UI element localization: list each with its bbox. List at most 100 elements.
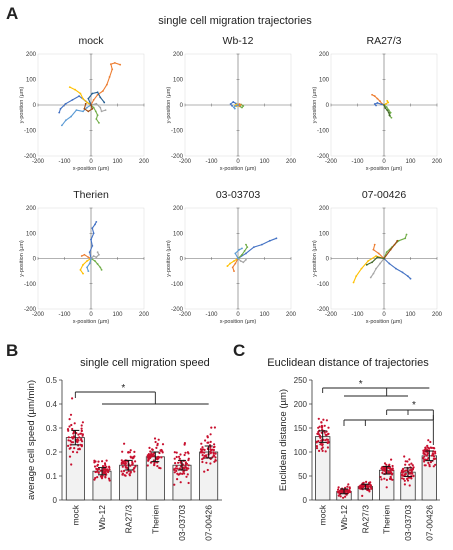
trajectory-point	[376, 256, 379, 259]
trajectory-point	[87, 110, 90, 113]
trajectory-track-4	[237, 244, 248, 259]
trajectory-point	[95, 220, 98, 223]
x-axis-label: x-position (µm)	[366, 319, 403, 325]
data-point	[432, 446, 435, 450]
data-point	[93, 465, 97, 468]
x-tick-label: 0	[236, 312, 240, 318]
trajectory-point	[82, 110, 84, 113]
data-point	[323, 424, 326, 427]
data-point	[183, 453, 186, 457]
data-point	[71, 427, 74, 431]
data-point	[426, 446, 430, 449]
trajectory-point	[395, 267, 397, 270]
x-tick-label: 100	[405, 159, 416, 165]
category-label-Therien: Therien	[382, 505, 392, 534]
x-tick-label: -100	[351, 159, 364, 165]
y-tick-label: 0	[180, 103, 184, 109]
data-point	[72, 432, 75, 435]
x-tick-label: 0	[382, 159, 386, 165]
trajectory-point	[92, 99, 95, 101]
trajectory-plot-2: Wb-12 -200-200 -100 -100 0 0 100 100 200 200 x-pos…	[166, 35, 297, 172]
x-tick-label: -100	[58, 159, 71, 165]
data-point	[178, 457, 181, 460]
data-point	[107, 477, 111, 480]
data-point	[325, 419, 328, 422]
x-tick-label: 0	[89, 159, 93, 165]
x-tick-label: 200	[286, 312, 297, 318]
y-tick-label: 100	[173, 231, 184, 237]
trajectory-point	[86, 101, 88, 104]
data-point	[201, 446, 204, 449]
data-point	[324, 450, 327, 453]
data-point	[161, 451, 164, 454]
trajectory-point	[233, 260, 235, 262]
x-tick-label: 200	[286, 159, 297, 165]
y-tick-label: -200	[317, 307, 330, 313]
data-point	[108, 465, 111, 468]
data-point	[96, 476, 99, 479]
plot-title: mock	[78, 35, 104, 47]
trajectory-point	[373, 103, 376, 105]
trajectory-point	[91, 244, 94, 247]
data-point	[385, 463, 388, 466]
data-point	[93, 461, 96, 464]
data-point	[96, 468, 100, 471]
data-point	[177, 455, 181, 458]
data-point	[67, 436, 70, 439]
data-point	[362, 481, 365, 484]
data-point	[159, 449, 162, 452]
trajectory-point	[379, 262, 381, 265]
data-point	[123, 474, 126, 477]
trajectory-point	[386, 109, 389, 111]
trajectory-point	[388, 262, 391, 265]
data-point	[131, 462, 134, 465]
trajectory-point	[253, 246, 255, 249]
x-tick-label: -100	[205, 312, 218, 318]
data-point	[174, 462, 177, 465]
data-point	[67, 439, 70, 442]
trajectory-point	[90, 238, 92, 241]
data-point	[120, 470, 123, 473]
data-point	[148, 456, 151, 459]
data-point	[173, 468, 176, 471]
trajectory-point	[404, 237, 407, 240]
trajectory-point	[373, 243, 376, 246]
data-point	[337, 486, 340, 489]
data-point	[125, 466, 129, 469]
y-tick-label: 0	[33, 103, 37, 109]
data-point	[214, 456, 217, 459]
data-point	[66, 428, 70, 431]
y-tick-label: -100	[171, 129, 184, 135]
trajectory-point	[375, 104, 377, 107]
data-point	[212, 448, 215, 452]
trajectory-point	[387, 101, 390, 104]
data-point	[326, 441, 329, 445]
data-point	[315, 447, 319, 450]
trajectory-point	[397, 239, 400, 242]
panel-c-letter: C	[233, 341, 245, 360]
data-point	[317, 426, 320, 429]
y-tick-label: 250	[294, 376, 308, 385]
trajectory-point	[90, 104, 92, 106]
trajectory-point	[385, 102, 388, 105]
trajectory-point	[99, 266, 102, 269]
data-point	[187, 457, 190, 460]
trajectory-point	[232, 106, 235, 109]
data-point	[71, 397, 74, 400]
significance-star: *	[359, 379, 363, 390]
trajectory-point	[86, 266, 88, 269]
data-point	[429, 440, 432, 444]
data-point	[97, 460, 100, 463]
data-point	[321, 428, 324, 431]
trajectory-point	[229, 262, 231, 265]
data-point	[133, 450, 136, 453]
trajectory-point	[87, 270, 90, 273]
trajectory-point	[91, 107, 94, 110]
data-point	[187, 481, 190, 485]
y-axis-label: y-position (µm)	[166, 87, 172, 124]
bar-plots: 0 0.1 0.2 0.3 0.4 0.5 average cell speed (µm/m…	[26, 376, 440, 541]
y-tick-label: 200	[26, 52, 37, 58]
data-point	[402, 477, 405, 480]
trajectory-point	[60, 124, 63, 127]
y-tick-label: 100	[26, 78, 37, 84]
